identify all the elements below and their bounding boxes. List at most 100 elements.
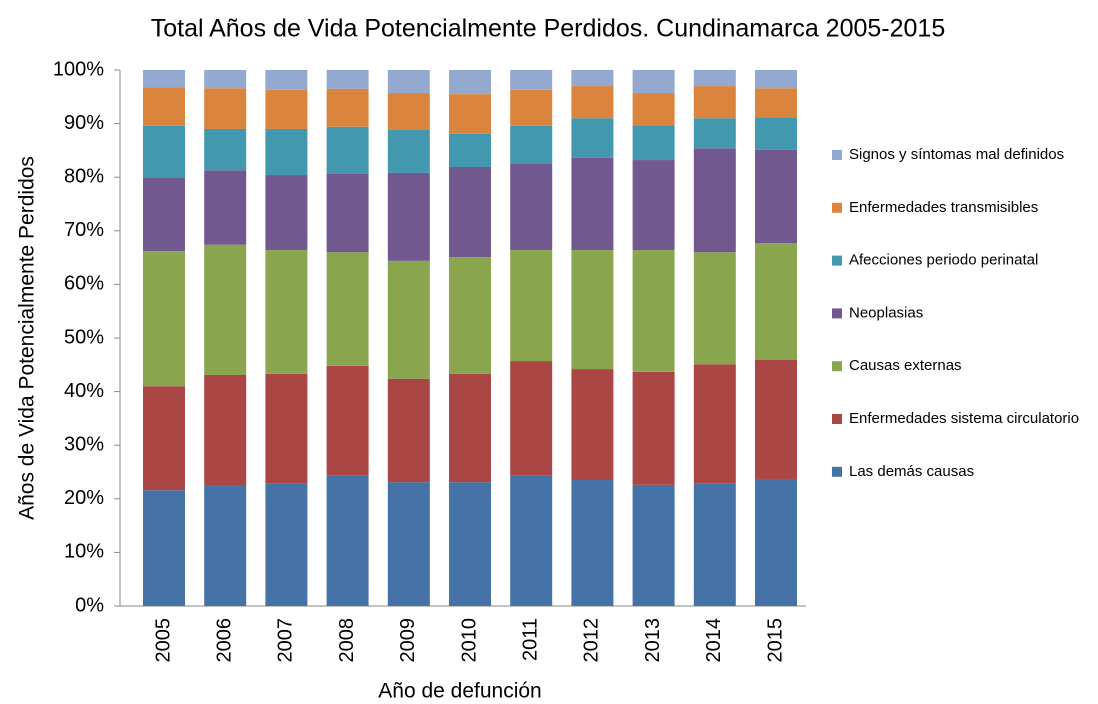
bar-segment — [510, 361, 553, 476]
bar-segment — [265, 483, 308, 606]
x-tick-label: 2007 — [275, 618, 297, 663]
x-tick-label: 2008 — [336, 618, 358, 663]
x-tick-label: 2005 — [152, 618, 174, 663]
bar-segment — [449, 70, 491, 95]
bar-segment — [143, 251, 185, 387]
x-tick-label: 2006 — [213, 618, 235, 663]
bar-segment — [143, 490, 185, 606]
bar-segment — [265, 373, 308, 484]
bar-segment — [204, 70, 247, 89]
bar-segment — [387, 70, 430, 94]
bar-segment — [632, 93, 675, 126]
legend-swatch — [832, 255, 842, 266]
bar-segment — [449, 94, 491, 134]
bar-segment — [755, 243, 797, 360]
bar-segment — [326, 70, 369, 89]
bar-segment — [387, 93, 430, 131]
legend-swatch — [832, 361, 842, 372]
legend-swatch — [832, 466, 842, 477]
bar-segment — [755, 117, 797, 150]
bar-segment — [387, 130, 430, 173]
y-tick-label: 10% — [64, 541, 104, 563]
bar-segment — [693, 70, 736, 87]
bar-segment — [265, 128, 308, 176]
y-tick-label: 60% — [64, 273, 104, 295]
bar-segment — [510, 250, 553, 362]
bar-segment — [632, 70, 675, 94]
y-tick-label: 90% — [64, 112, 104, 134]
bar-segment — [693, 252, 736, 365]
bar-segment — [449, 133, 491, 168]
legend-swatch — [832, 414, 842, 424]
bar-segment — [693, 118, 736, 149]
bar-segment — [755, 478, 797, 606]
bar-segment — [571, 118, 614, 158]
y-tick-label: 0% — [75, 594, 104, 616]
bar-segment — [510, 475, 553, 606]
y-tick-label: 40% — [64, 380, 104, 402]
bar-segment — [632, 250, 675, 372]
bar-segment — [204, 244, 247, 375]
bar-segment — [571, 86, 614, 119]
x-tick-label: 2014 — [703, 618, 725, 663]
bar-segment — [510, 163, 553, 251]
bar-segment — [326, 88, 369, 127]
legend-label: Causas externas — [849, 357, 962, 374]
bar-segment — [693, 364, 736, 484]
bar-segment — [571, 157, 614, 251]
bar-segment — [204, 485, 247, 606]
x-tick-label: 2011 — [519, 618, 541, 661]
bar-segment — [449, 482, 491, 606]
bar-segment — [632, 371, 675, 485]
legend-swatch — [832, 202, 842, 213]
bar-segment — [387, 482, 430, 606]
x-tick-label: 2015 — [764, 618, 786, 663]
x-tick-label: 2009 — [397, 618, 419, 663]
bar-segment — [755, 359, 797, 479]
bar-segment — [510, 70, 553, 90]
legend-swatch — [832, 308, 842, 319]
bar-segment — [143, 386, 185, 491]
y-tick-label: 50% — [64, 326, 104, 348]
bar-segment — [204, 88, 247, 129]
bar-segment — [510, 125, 553, 164]
legend-swatch — [832, 150, 842, 160]
y-axis-label: Años de Vida Potencialmente Perdidos — [16, 156, 39, 520]
bar-segment — [204, 128, 247, 171]
legend-label: Signos y síntomas mal definidos — [849, 146, 1064, 163]
bar-segment — [326, 475, 369, 606]
x-axis-label: Año de defunción — [378, 680, 541, 703]
bar-segment — [204, 374, 247, 486]
y-tick-label: 20% — [64, 487, 104, 509]
bar-segment — [571, 70, 614, 87]
bar-segment — [265, 70, 308, 90]
bar-segment — [204, 170, 247, 245]
chart-title: Total Años de Vida Potencialmente Perdid… — [151, 15, 946, 43]
bar-segment — [693, 86, 736, 119]
bar-segment — [143, 125, 185, 178]
bar-segment — [755, 149, 797, 244]
bar-segment — [326, 365, 369, 476]
bar-segment — [755, 88, 797, 118]
bar-segment — [449, 257, 491, 374]
x-tick-label: 2012 — [581, 618, 603, 663]
legend-label: Afecciones periodo perinatal — [849, 252, 1038, 269]
bar-segment — [632, 160, 675, 251]
y-tick-label: 30% — [64, 433, 104, 455]
x-tick-label: 2010 — [458, 618, 480, 663]
legend-label: Las demás causas — [849, 463, 974, 480]
bar-segment — [143, 70, 185, 88]
bar-segment — [326, 126, 369, 174]
bar-segment — [571, 480, 614, 606]
bar-segment — [510, 89, 553, 126]
bar-segment — [326, 173, 369, 253]
bar-segment — [387, 172, 430, 261]
y-tick-label: 70% — [64, 219, 104, 241]
legend-label: Neoplasias — [849, 304, 923, 321]
bar-segment — [755, 70, 797, 89]
bar-segment — [693, 148, 736, 253]
bar-segment — [632, 125, 675, 161]
bar-segment — [449, 167, 491, 258]
y-tick-label: 80% — [64, 165, 104, 187]
